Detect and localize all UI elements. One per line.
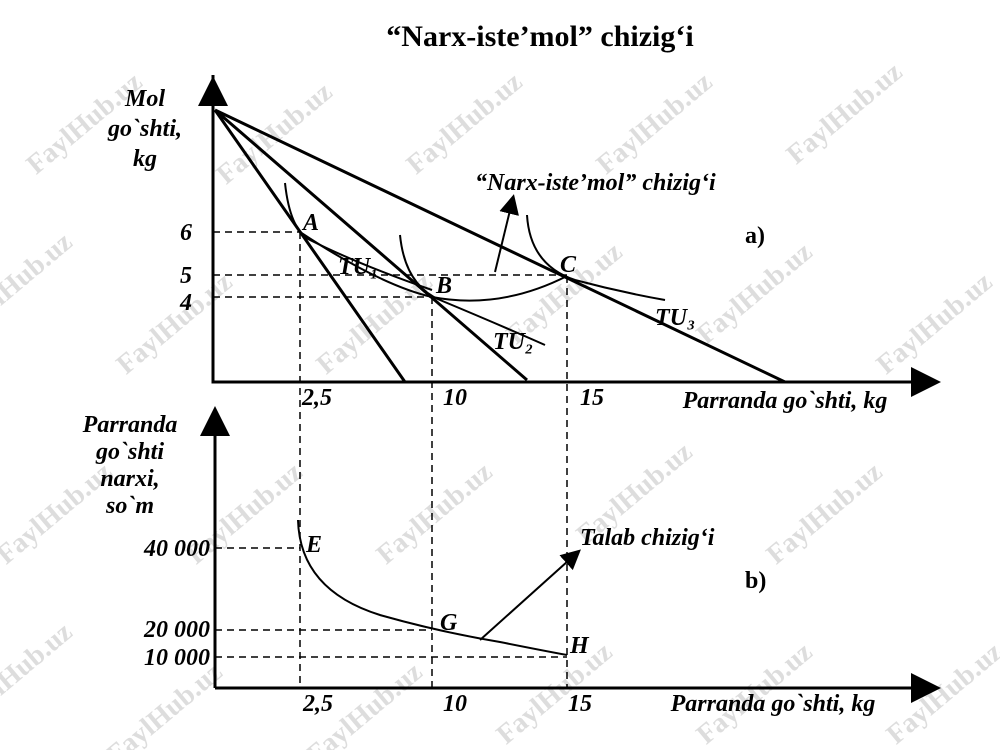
demand-curve	[297, 519, 568, 656]
x-label: Parranda go`shti, kg	[682, 388, 888, 414]
watermark: FaylHub.uz	[871, 266, 999, 380]
y-label: narxi,	[100, 466, 159, 492]
y-label: go`shti	[95, 439, 164, 465]
arrow	[479, 549, 581, 641]
x-tick: 2,5	[301, 385, 332, 411]
x-label: Parranda go`shti, kg	[670, 691, 876, 717]
point: B	[435, 273, 452, 299]
guides	[213, 231, 567, 298]
panel-label: a)	[745, 223, 765, 249]
vertical-guides	[299, 232, 568, 688]
arrow	[494, 194, 519, 273]
watermark: FaylHub.uz	[371, 456, 499, 570]
point: H	[569, 633, 590, 659]
panel-label: b)	[745, 568, 766, 594]
tu3	[526, 214, 666, 301]
budget-lines	[213, 108, 786, 384]
watermark: FaylHub.uz	[0, 226, 78, 340]
y-label: Mol	[124, 86, 165, 112]
watermark: FaylHub.uz	[691, 236, 819, 350]
point: G	[440, 610, 458, 636]
watermark: FaylHub.uz	[111, 266, 239, 380]
x-tick: 2,5	[302, 691, 333, 717]
point: E	[305, 532, 322, 558]
x-tick: 10	[443, 691, 467, 717]
y-tick: 5	[180, 263, 192, 289]
y-label: Parranda	[82, 412, 178, 438]
panel-a: Mol go`shti, kg 6 5 4 2,5 10 15 Parranda…	[107, 75, 941, 414]
watermark: FaylHub.uz	[591, 66, 719, 180]
y-tick: 10 000	[144, 645, 210, 671]
y-tick: 6	[180, 220, 192, 246]
title: “Narx-iste’mol” chizig‘i	[386, 20, 693, 53]
y-label: go`shti,	[107, 116, 182, 142]
watermark: FaylHub.uz	[0, 616, 78, 730]
x-tick: 15	[568, 691, 592, 717]
y-tick: 40 000	[143, 536, 210, 562]
watermark: FaylHub.uz	[761, 456, 889, 570]
price-consumption-curve	[299, 231, 568, 302]
curve-label: TU₂	[493, 329, 533, 355]
annotation: Talab chizig‘i	[580, 525, 715, 551]
y-label: kg	[133, 146, 157, 172]
curve-label: TU₃	[655, 305, 695, 331]
tu2	[399, 234, 546, 346]
x-tick: 10	[443, 385, 467, 411]
point: C	[560, 252, 577, 278]
curve-label: TU₁	[338, 254, 378, 280]
watermark: FaylHub.uz	[881, 636, 1000, 750]
panel-b: Parranda go`shti narxi, so`m 40 000 20 0…	[82, 406, 941, 717]
point: A	[301, 210, 319, 236]
watermark: FaylHub.uz	[781, 56, 909, 170]
watermark: FaylHub.uz	[401, 66, 529, 180]
watermark: FaylHub.uz	[311, 266, 439, 380]
y-tick: 20 000	[143, 617, 210, 643]
y-tick: 4	[179, 290, 192, 316]
x-tick: 15	[580, 385, 604, 411]
annotation: “Narx-iste’mol” chizig‘i	[475, 170, 716, 196]
y-label: so`m	[105, 493, 154, 519]
guides	[215, 547, 567, 658]
